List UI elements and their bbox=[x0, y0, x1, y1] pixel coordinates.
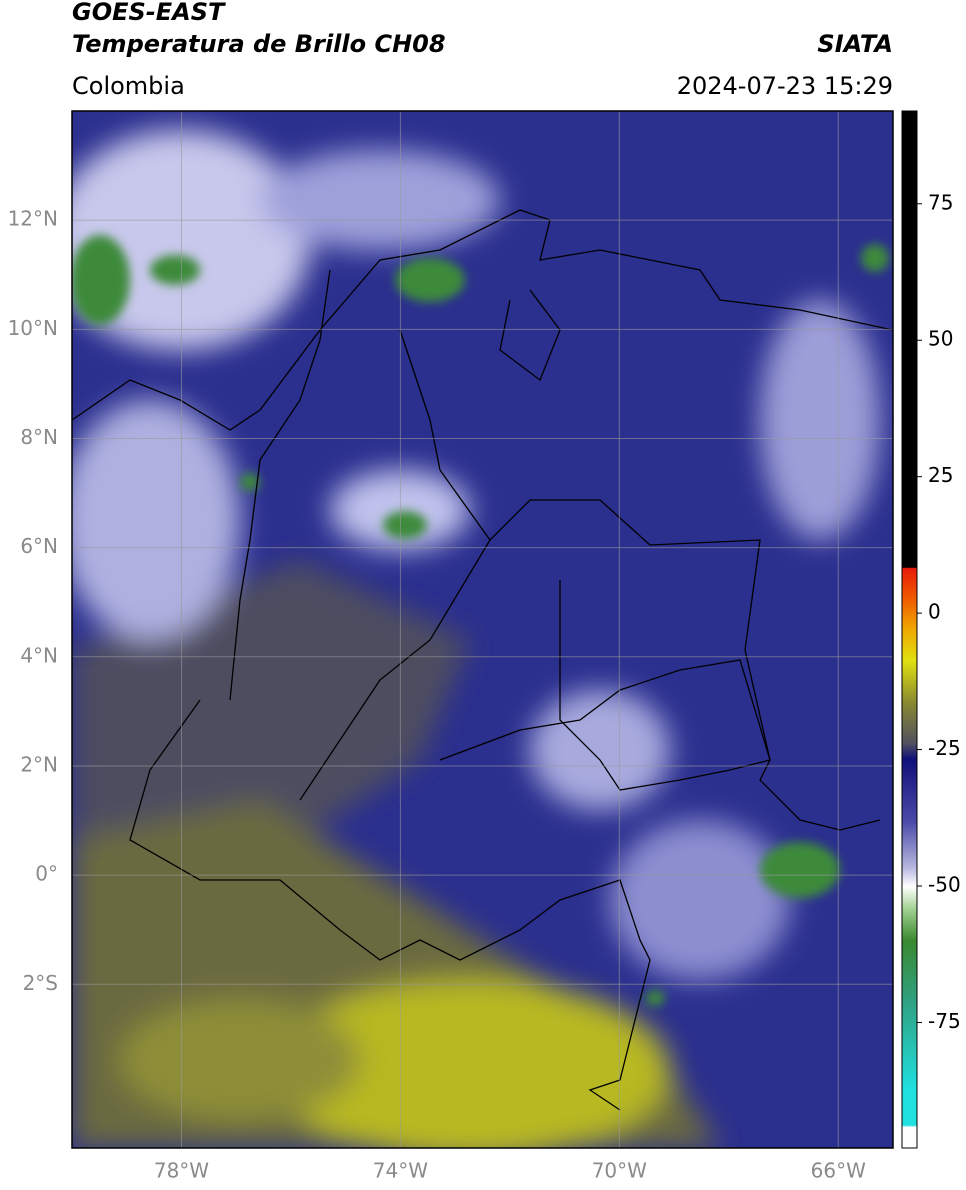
region: Colombia bbox=[72, 72, 185, 100]
timestamp: 2024-07-23 15:29 bbox=[677, 72, 893, 100]
colorbar-tick-label: -75 bbox=[928, 1009, 961, 1033]
source: SIATA bbox=[817, 30, 893, 58]
y-tick-label: 4°N bbox=[20, 643, 58, 667]
x-tick-label: 78°W bbox=[154, 1159, 209, 1183]
y-tick-label: 10°N bbox=[8, 316, 58, 340]
y-tick-label: 6°N bbox=[20, 534, 58, 558]
y-tick-label: 2°S bbox=[23, 971, 58, 995]
colorbar-tick-label: 25 bbox=[928, 463, 953, 487]
y-tick-label: 2°N bbox=[20, 752, 58, 776]
map-frame bbox=[71, 110, 894, 1149]
x-tick-label: 74°W bbox=[373, 1159, 428, 1183]
y-tick-label: 0° bbox=[35, 862, 58, 886]
title: GOES-EAST bbox=[72, 0, 226, 26]
colorbar bbox=[901, 110, 918, 1149]
colorbar-tick-label: -25 bbox=[928, 736, 961, 760]
x-tick-label: 66°W bbox=[811, 1159, 866, 1183]
colorbar-tick-label: 75 bbox=[928, 190, 953, 214]
colorbar-tick-label: 50 bbox=[928, 327, 953, 351]
grid bbox=[72, 111, 893, 1148]
colorbar-tick-label: 0 bbox=[928, 600, 941, 624]
y-tick-label: 12°N bbox=[8, 207, 58, 231]
y-tick-label: 8°N bbox=[20, 425, 58, 449]
subtitle: Temperatura de Brillo CH08 bbox=[72, 30, 446, 58]
colorbar-tick-label: -50 bbox=[928, 873, 961, 897]
x-tick-label: 70°W bbox=[592, 1159, 647, 1183]
satellite-image bbox=[72, 111, 893, 1148]
